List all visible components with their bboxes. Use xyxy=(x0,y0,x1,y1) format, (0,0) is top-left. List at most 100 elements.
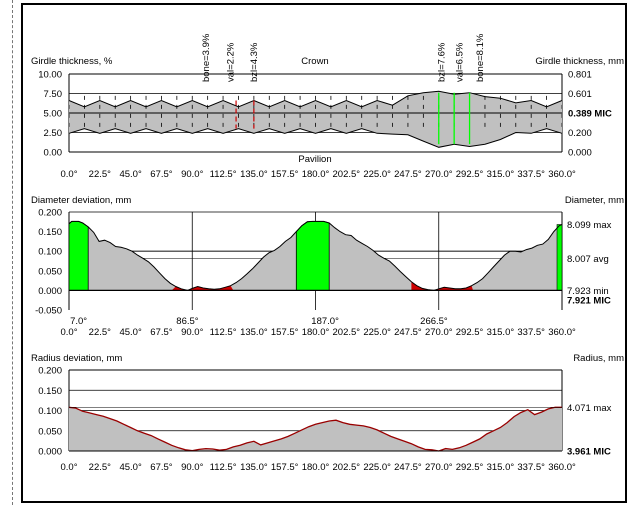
radius-angle-tick-label-8: 180.0° xyxy=(302,462,330,473)
diameter-angle-tick-label-13: 292.5° xyxy=(456,327,484,338)
diameter-green-bar xyxy=(556,224,563,291)
girdle-ylabel-right: Girdle thickness, mm xyxy=(535,56,624,67)
diameter-angle-tick-label-15: 337.5° xyxy=(517,327,545,338)
diameter-line xyxy=(68,220,563,291)
girdle-annotation-4: val=6.5% xyxy=(454,42,465,82)
girdle-ytick-3: 2.50 xyxy=(44,128,63,139)
girdle-angle-tick-label-9: 202.5° xyxy=(333,169,361,180)
radius-angle-tick-label-11: 247.5° xyxy=(394,462,422,473)
diameter-angle-tick-label-14: 315.0° xyxy=(487,327,515,338)
girdle-angle-tick-label-16: 360.0° xyxy=(548,169,576,180)
radius-angle-tick-label-6: 135.0° xyxy=(240,462,268,473)
girdle-annotation-1: val=2.2% xyxy=(226,42,237,82)
diameter-angle-tick-label-9: 202.5° xyxy=(333,327,361,338)
girdle-ytick-right-2: 0.389 MIC xyxy=(568,109,612,120)
radius-angle-tick-label-9: 202.5° xyxy=(333,462,361,473)
girdle-annotation-3: bzl=7.6% xyxy=(436,42,447,82)
girdle-ytick-right-1: 0.601 xyxy=(568,89,592,100)
radius-area xyxy=(69,407,562,451)
radius-angle-tick-label-13: 292.5° xyxy=(456,462,484,473)
diameter-min-label: 7.923 min xyxy=(567,286,609,297)
girdle-ytick-1: 7.50 xyxy=(44,89,63,100)
girdle-angle-tick-label-5: 112.5° xyxy=(210,169,237,180)
diameter-angle-tick-label-10: 225.0° xyxy=(363,327,391,338)
diameter-angle-tick-label-2: 45.0° xyxy=(119,327,141,338)
diameter-avg-label: 8.007 avg xyxy=(567,254,609,265)
radius-angle-tick-label-2: 45.0° xyxy=(119,462,141,473)
girdle-ylabel-left: Girdle thickness, % xyxy=(31,56,113,67)
dashed-margin-line xyxy=(12,0,13,505)
radius-ylabel-left: Radius deviation, mm xyxy=(31,353,122,364)
radius-angle-tick-label-4: 90.0° xyxy=(181,462,203,473)
girdle-angle-tick-label-2: 45.0° xyxy=(119,169,141,180)
girdle-ytick-2: 5.00 xyxy=(44,109,63,120)
diameter-angle-tick-label-8: 180.0° xyxy=(302,327,330,338)
diameter-marker-1: 86.5° xyxy=(176,316,198,327)
radius-angle-tick-label-0: 0.0° xyxy=(60,462,77,473)
girdle-angle-tick-label-12: 270.0° xyxy=(425,169,453,180)
radius-ytick-4: 0.000 xyxy=(38,447,62,458)
radius-angle-tick-label-5: 112.5° xyxy=(210,462,237,473)
diameter-max-label: 8.099 max xyxy=(567,220,612,231)
diameter-green-region-0 xyxy=(68,220,89,291)
girdle-angle-tick-label-0: 0.0° xyxy=(60,169,77,180)
girdle-pavilion-label: Pavilion xyxy=(298,154,331,165)
diameter-ytick-0: 0.200 xyxy=(38,208,62,219)
diameter-ytick-4: 0.000 xyxy=(38,286,62,297)
girdle-angle-tick-label-13: 292.5° xyxy=(456,169,484,180)
diameter-angle-tick-label-6: 135.0° xyxy=(240,327,268,338)
girdle-annotation-5: bone=8.1% xyxy=(475,33,486,82)
diameter-angle-tick-label-7: 157.5° xyxy=(271,327,299,338)
girdle-annotation-0: bone=3.9% xyxy=(201,33,212,82)
diameter-angle-tick-label-11: 247.5° xyxy=(394,327,422,338)
diameter-green-region-1 xyxy=(295,220,330,291)
radius-angle-tick-label-7: 157.5° xyxy=(271,462,299,473)
radius-max-label: 4.071 max xyxy=(567,403,612,414)
girdle-angle-tick-label-10: 225.0° xyxy=(363,169,391,180)
diameter-ytick-2: 0.100 xyxy=(38,247,62,258)
radius-angle-tick-label-14: 315.0° xyxy=(487,462,515,473)
radius-angle-tick-label-15: 337.5° xyxy=(517,462,545,473)
girdle-angle-tick-label-1: 22.5° xyxy=(89,169,111,180)
diameter-ytick-5: -0.050 xyxy=(35,306,62,317)
girdle-angle-tick-label-3: 67.5° xyxy=(150,169,172,180)
diameter-marker-2: 187.0° xyxy=(311,316,339,327)
girdle-angle-tick-label-6: 135.0° xyxy=(240,169,268,180)
girdle-angle-tick-label-7: 157.5° xyxy=(271,169,299,180)
girdle-ytick-right-3: 0.200 xyxy=(568,128,592,139)
radius-line xyxy=(68,406,562,452)
girdle-ytick-right-4: 0.000 xyxy=(568,148,592,159)
diameter-angle-tick-label-3: 67.5° xyxy=(150,327,172,338)
diameter-angle-tick-label-16: 360.0° xyxy=(548,327,576,338)
radius-ytick-2: 0.100 xyxy=(38,406,62,417)
girdle-lower-line xyxy=(68,128,563,148)
girdle-ytick-right-0: 0.801 xyxy=(568,70,592,81)
girdle-ytick-0: 10.00 xyxy=(38,70,62,81)
radius-ytick-3: 0.050 xyxy=(38,426,62,437)
radius-angle-tick-label-10: 225.0° xyxy=(363,462,391,473)
diameter-ylabel-right: Diameter, mm xyxy=(565,195,624,206)
diameter-angle-tick-label-1: 22.5° xyxy=(89,327,111,338)
diameter-marker-3: 266.5° xyxy=(420,316,448,327)
diameter-angle-tick-label-0: 0.0° xyxy=(60,327,77,338)
girdle-angle-tick-label-14: 315.0° xyxy=(487,169,515,180)
girdle-angle-tick-label-11: 247.5° xyxy=(394,169,422,180)
girdle-ytick-4: 0.00 xyxy=(44,148,63,159)
radius-ytick-0: 0.200 xyxy=(38,366,62,377)
girdle-upper-line xyxy=(68,90,563,108)
radius-angle-tick-label-1: 22.5° xyxy=(89,462,111,473)
diameter-marker-0: 7.0° xyxy=(70,316,87,327)
girdle-angle-tick-label-4: 90.0° xyxy=(181,169,203,180)
radius-mic-label: 3.961 MIC xyxy=(567,447,611,458)
radius-ytick-1: 0.150 xyxy=(38,386,62,397)
diameter-ytick-3: 0.050 xyxy=(38,266,62,277)
girdle-crown-label: Crown xyxy=(301,56,328,67)
diameter-angle-tick-label-4: 90.0° xyxy=(181,327,203,338)
radius-angle-tick-label-16: 360.0° xyxy=(548,462,576,473)
girdle-angle-tick-label-8: 180.0° xyxy=(302,169,330,180)
girdle-annotation-2: bzl=4.3% xyxy=(249,42,260,82)
radius-angle-tick-label-3: 67.5° xyxy=(150,462,172,473)
diameter-ylabel-left: Diameter deviation, mm xyxy=(31,195,131,206)
